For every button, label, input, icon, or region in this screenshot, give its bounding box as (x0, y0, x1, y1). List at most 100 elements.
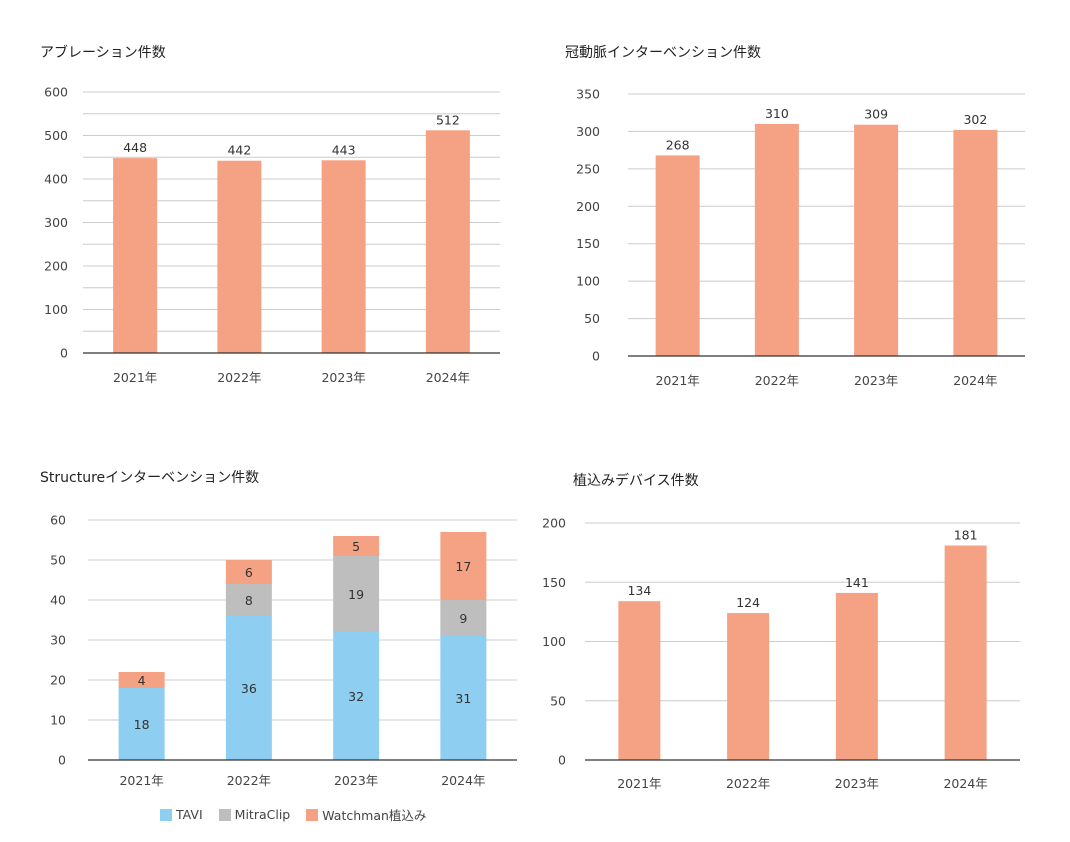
chart-title: アブレーション件数 (40, 45, 166, 61)
y-tick-label: 50 (50, 553, 66, 568)
x-tick-label: 2021年 (113, 370, 157, 385)
bar (727, 613, 770, 760)
x-tick-label: 2024年 (426, 370, 470, 385)
chart-title: Structureインターベンション件数 (40, 470, 260, 486)
y-tick-label: 350 (576, 87, 600, 102)
y-tick-label: 0 (58, 753, 66, 768)
data-label: 268 (666, 137, 690, 152)
y-tick-label: 0 (592, 349, 600, 364)
legend-label-mitraclip: MitraClip (234, 807, 291, 822)
bar (854, 124, 899, 356)
chart-title: 冠動脈インターベンション件数 (565, 45, 761, 61)
y-tick-label: 250 (576, 161, 600, 176)
x-tick-label: 2023年 (321, 370, 365, 385)
data-label: 17 (455, 559, 471, 574)
bar (618, 601, 661, 760)
y-tick-label: 100 (542, 634, 566, 649)
y-tick-label: 60 (50, 513, 66, 528)
data-label: 8 (245, 593, 253, 608)
chart-structure-intervention: Structureインターベンション件数 0 10 20 30 40 50 60 18 4 202… (0, 420, 535, 842)
bar-segment (118, 688, 165, 760)
y-tick-label: 0 (60, 346, 68, 361)
legend-swatch-mitraclip (218, 808, 231, 821)
chart-coronary-plot: 0 50 100 150 200 250 300 350 268 2021年 310 2022年 309… (576, 87, 1025, 388)
bar-segment (440, 532, 487, 600)
bar-segment (440, 636, 487, 760)
chart-ablation-plot: 0 100 200 300 400 500 600 448 2021年 442 2022年 443 20… (44, 85, 500, 385)
x-tick-label: 2023年 (334, 773, 378, 788)
bar (655, 155, 700, 356)
y-tick-label: 300 (576, 124, 600, 139)
bar (944, 545, 987, 760)
x-tick-label: 2022年 (217, 370, 261, 385)
chart-ablation: アブレーション件数 0 100 200 300 400 500 600 448 2021年 442… (0, 0, 535, 420)
data-label: 302 (963, 112, 987, 127)
legend-item-tavi: TAVI (160, 805, 203, 824)
legend-item-mitraclip: MitraClip (218, 805, 291, 824)
chart-legend: TAVI MitraClip Watchman植込み (160, 805, 426, 824)
chart-implant-device: 植込みデバイス件数 0 50 100 150 200 134 2021年 124 2022年 14… (535, 420, 1070, 842)
x-tick-label: 2021年 (617, 776, 661, 791)
y-tick-label: 200 (576, 199, 600, 214)
x-tick-label: 2023年 (835, 776, 879, 791)
x-tick-label: 2024年 (441, 773, 485, 788)
chart-structure-plot: 0 10 20 30 40 50 60 18 4 2021年 36 8 6 2022年 32 19 5 2023年… (50, 513, 517, 788)
x-tick-label: 2023年 (854, 373, 898, 388)
x-tick-label: 2022年 (755, 373, 799, 388)
bar (321, 160, 366, 353)
bar-segment (333, 536, 380, 556)
bar-segment (440, 600, 487, 636)
data-label: 310 (765, 106, 789, 121)
data-label: 134 (627, 583, 651, 598)
data-label: 512 (436, 112, 460, 127)
chart-coronary-intervention: 冠動脈インターベンション件数 0 50 100 150 200 250 300 350 268 2… (535, 0, 1070, 420)
bar (425, 130, 470, 353)
chart-implant-plot: 0 50 100 150 200 134 2021年 124 2022年 141 2023年 181 2… (542, 516, 1020, 791)
data-label: 181 (954, 528, 978, 543)
bar-segment (225, 616, 272, 760)
y-tick-label: 50 (584, 311, 600, 326)
y-tick-label: 20 (50, 673, 66, 688)
x-tick-label: 2022年 (726, 776, 770, 791)
bar-segment (225, 560, 272, 584)
data-label: 124 (736, 595, 760, 610)
bar (835, 592, 878, 760)
bar-segment (118, 672, 165, 688)
legend-label-tavi: TAVI (176, 807, 203, 822)
y-tick-label: 0 (558, 753, 566, 768)
data-label: 31 (455, 691, 471, 706)
x-tick-label: 2024年 (953, 373, 997, 388)
y-tick-label: 200 (542, 516, 566, 531)
y-tick-label: 150 (542, 575, 566, 590)
data-label: 18 (134, 717, 150, 732)
data-label: 6 (245, 565, 253, 580)
legend-item-watchman: Watchman植込み (306, 805, 426, 824)
x-tick-label: 2024年 (943, 776, 987, 791)
data-label: 141 (845, 575, 869, 590)
data-label: 36 (241, 681, 257, 696)
data-label: 5 (352, 539, 360, 554)
data-label: 9 (459, 611, 467, 626)
y-tick-label: 50 (550, 693, 566, 708)
y-tick-label: 30 (50, 633, 66, 648)
legend-label-watchman: Watchman植込み (322, 808, 427, 823)
data-label: 448 (123, 140, 147, 155)
x-tick-label: 2021年 (119, 773, 163, 788)
y-tick-label: 600 (44, 85, 68, 100)
y-tick-label: 10 (50, 713, 66, 728)
x-tick-label: 2022年 (227, 773, 271, 788)
data-label: 443 (332, 142, 356, 157)
legend-swatch-watchman (306, 808, 319, 821)
y-tick-label: 40 (50, 593, 66, 608)
bar (217, 160, 262, 353)
data-label: 19 (348, 587, 364, 602)
y-tick-label: 100 (576, 274, 600, 289)
data-label: 442 (227, 143, 251, 158)
bar-segment (333, 632, 380, 760)
y-tick-label: 200 (44, 259, 68, 274)
y-tick-label: 300 (44, 215, 68, 230)
bar-segment (225, 584, 272, 616)
data-label: 32 (348, 689, 364, 704)
bar (754, 123, 799, 356)
y-tick-label: 150 (576, 236, 600, 251)
